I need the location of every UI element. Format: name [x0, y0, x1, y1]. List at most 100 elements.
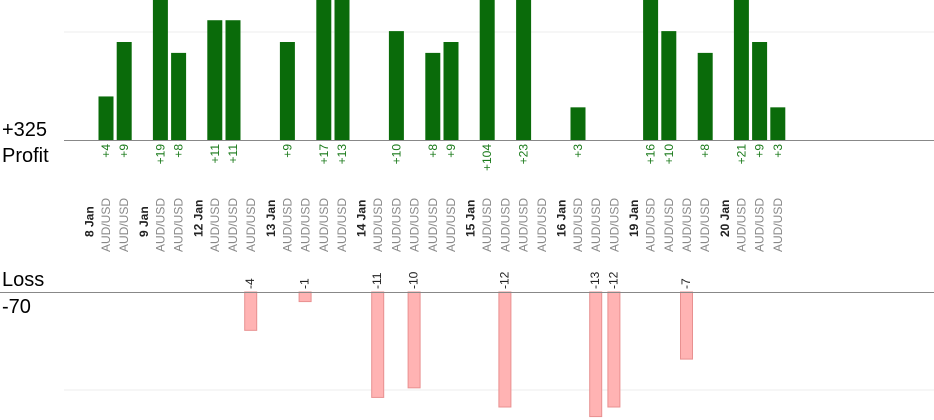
- profit-value-label: +11: [208, 144, 222, 164]
- profit-value-label: +3: [771, 144, 785, 158]
- date-label: 14 Jan: [355, 200, 369, 237]
- profit-value-label: +11: [226, 144, 240, 164]
- loss-label: Loss: [2, 269, 45, 291]
- pair-label: AUD/USD: [698, 198, 712, 252]
- loss-bar: [680, 291, 693, 360]
- profit-value-label: +8: [426, 144, 440, 158]
- date-label: 12 Jan: [191, 200, 205, 237]
- pair-label: AUD/USD: [589, 198, 603, 252]
- pair-label: AUD/USD: [426, 198, 440, 252]
- loss-bar: [589, 291, 603, 418]
- profit-bar: [661, 31, 677, 140]
- pair-label: AUD/USD: [734, 198, 748, 252]
- profit-value-label: +13: [335, 144, 349, 165]
- date-label: 19 Jan: [627, 200, 641, 237]
- loss-value-label: -12: [606, 271, 620, 289]
- pair-label: AUD/USD: [535, 198, 549, 252]
- profit-value-label: +104: [480, 144, 494, 171]
- profit-bar: [733, 0, 749, 140]
- pair-label: AUD/USD: [226, 198, 240, 252]
- date-label: 15 Jan: [464, 200, 478, 237]
- profit-value-label: +10: [662, 144, 676, 165]
- profit-value-label: +10: [389, 144, 403, 165]
- profit-bar: [316, 0, 332, 140]
- loss-value-label: -10: [407, 271, 421, 289]
- profit-value-label: +21: [734, 144, 748, 165]
- date-label: 20 Jan: [718, 200, 732, 237]
- loss-bar: [498, 291, 512, 408]
- profit-bar: [152, 0, 168, 140]
- loss-value-label: -11: [370, 272, 384, 289]
- profit-bar: [207, 20, 223, 140]
- pair-label: AUD/USD: [99, 198, 113, 252]
- profit-bar: [770, 107, 786, 140]
- profit-bar: [334, 0, 350, 140]
- pair-label: AUD/USD: [607, 198, 621, 252]
- pair-label: AUD/USD: [662, 198, 676, 252]
- profit-bar: [98, 96, 114, 140]
- loss-bar: [371, 291, 385, 398]
- date-label: 13 Jan: [264, 200, 278, 237]
- loss-bar: [298, 291, 312, 303]
- pair-label: AUD/USD: [244, 198, 258, 252]
- profit-value-label: +9: [117, 144, 131, 158]
- pair-label: AUD/USD: [389, 198, 403, 252]
- loss-value-label: -7: [679, 278, 693, 289]
- profit-label: Profit: [2, 145, 49, 167]
- date-label: 8 Jan: [83, 206, 97, 237]
- profit-bar: [225, 20, 241, 140]
- profit-bar: [443, 42, 459, 140]
- pair-label: AUD/USD: [117, 198, 131, 252]
- pair-label: AUD/USD: [317, 198, 331, 252]
- profit-bar: [516, 0, 532, 140]
- profit-bar: [643, 0, 659, 140]
- profit-bar: [425, 52, 441, 141]
- profit-bar: [697, 52, 713, 141]
- profit-bar: [279, 42, 295, 140]
- pair-label: AUD/USD: [498, 198, 512, 252]
- pair-label: AUD/USD: [153, 198, 167, 252]
- loss-value-label: -1: [298, 278, 312, 289]
- loss-value-label: -13: [588, 271, 602, 289]
- profit-bar: [752, 42, 768, 140]
- profit-bar: [570, 107, 586, 140]
- loss-bar: [407, 291, 421, 389]
- pair-label: AUD/USD: [280, 198, 294, 252]
- pair-label: AUD/USD: [680, 198, 694, 252]
- profit-value-label: +19: [153, 144, 167, 165]
- profit-value-label: +23: [517, 144, 531, 165]
- loss-bar: [244, 291, 258, 331]
- profit-total: +325: [2, 119, 48, 141]
- pair-label: AUD/USD: [299, 198, 313, 252]
- profit-bar: [116, 42, 132, 140]
- pair-label: AUD/USD: [771, 198, 785, 252]
- profit-value-label: +4: [99, 144, 113, 158]
- pair-label: AUD/USD: [517, 198, 531, 252]
- profit-value-label: +9: [444, 144, 458, 158]
- pair-label: AUD/USD: [208, 198, 222, 252]
- profit-value-label: +3: [571, 144, 585, 158]
- pair-label: AUD/USD: [753, 198, 767, 252]
- pair-label: AUD/USD: [172, 198, 186, 252]
- loss-value-label: -4: [243, 278, 257, 289]
- profit-value-label: +17: [317, 144, 331, 165]
- profit-value-label: +9: [753, 144, 767, 158]
- pair-label: AUD/USD: [335, 198, 349, 252]
- loss-value-label: -12: [497, 271, 511, 289]
- profit-value-label: +8: [698, 144, 712, 158]
- pair-label: AUD/USD: [408, 198, 422, 252]
- profit-bar: [388, 31, 404, 140]
- loss-bar: [607, 291, 621, 408]
- pair-label: AUD/USD: [371, 198, 385, 252]
- date-label: 16 Jan: [555, 200, 569, 237]
- pair-label: AUD/USD: [644, 198, 658, 252]
- pair-label: AUD/USD: [571, 198, 585, 252]
- profit-value-label: +16: [644, 144, 658, 165]
- profit-value-label: +9: [280, 144, 294, 158]
- profit-bar: [171, 52, 187, 141]
- pair-label: AUD/USD: [480, 198, 494, 252]
- profit-value-label: +8: [172, 144, 186, 158]
- pair-label: AUD/USD: [444, 198, 458, 252]
- profit-bar: [479, 0, 495, 140]
